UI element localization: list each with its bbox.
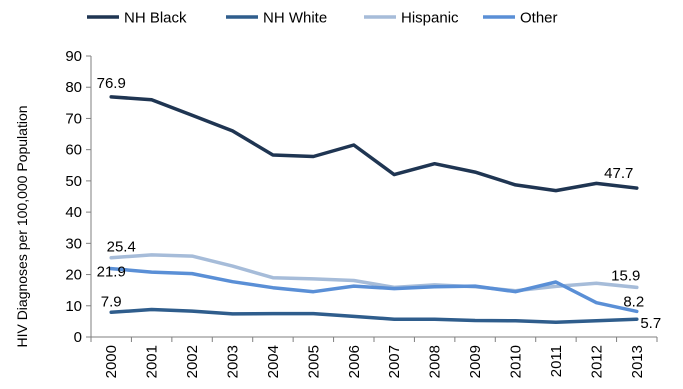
- x-tick-label: 2005: [305, 345, 322, 378]
- x-tick-label: 2008: [427, 345, 444, 378]
- x-tick-label: 2013: [629, 345, 646, 378]
- data-label-nh-black-2013: 47.7: [604, 165, 633, 182]
- x-tick-label: 2007: [386, 345, 403, 378]
- data-label-hispanic-2013: 15.9: [611, 267, 640, 284]
- x-tick-label: 2001: [144, 345, 161, 378]
- legend: NH Black NH White Hispanic Other: [87, 10, 558, 27]
- y-tick-label: 0: [74, 329, 82, 346]
- series-lines: [109, 95, 639, 325]
- series-line-nh-white: [109, 307, 639, 325]
- data-label-nh-white-2013: 5.7: [640, 315, 661, 332]
- y-tick-label: 70: [65, 110, 82, 127]
- x-tick-label: 2002: [184, 345, 201, 378]
- data-label-nh-black-2000: 76.9: [97, 75, 126, 92]
- data-labels: 76.9 47.7 25.4 15.9 21.9 8.2 7.9 5.7: [97, 75, 662, 332]
- y-axis: 0 10 20 30 40 50 60 70 80 90: [65, 48, 92, 346]
- x-axis: 2000 2001 2002 2003 2004 2005 2006 2007 2008 2009…: [90, 336, 658, 378]
- data-label-other-2000: 21.9: [97, 264, 126, 281]
- data-label-other-2013: 8.2: [623, 293, 644, 310]
- y-tick-label: 30: [65, 235, 82, 252]
- legend-item-hispanic: Hispanic: [364, 10, 459, 27]
- legend-label: NH White: [263, 10, 327, 27]
- y-tick-label: 60: [65, 142, 82, 159]
- legend-label: Hispanic: [401, 10, 459, 27]
- x-tick-label: 2011: [548, 345, 565, 377]
- x-tick-label: 2012: [588, 345, 605, 378]
- x-tick-label: 2000: [103, 345, 120, 378]
- legend-label: NH Black: [124, 10, 187, 27]
- x-tick-label: 2010: [508, 345, 525, 378]
- y-tick-label: 80: [65, 79, 82, 96]
- x-tick-label: 2009: [467, 345, 484, 378]
- data-label-nh-white-2000: 7.9: [101, 293, 122, 310]
- legend-item-nh-white: NH White: [226, 10, 327, 27]
- series-line-hispanic: [109, 253, 639, 293]
- legend-item-other: Other: [483, 10, 558, 27]
- y-tick-label: 90: [65, 48, 82, 65]
- series-line-other: [109, 266, 639, 314]
- y-axis-title: HIV Diagnoses per 100,000 Population: [14, 105, 30, 347]
- x-tick-label: 2004: [265, 345, 282, 378]
- y-tick-label: 20: [65, 267, 82, 284]
- series-line-nh-black: [109, 95, 639, 193]
- y-tick-label: 10: [65, 298, 82, 315]
- y-tick-label: 50: [65, 173, 82, 190]
- legend-label: Other: [520, 10, 558, 27]
- x-tick-label: 2003: [225, 345, 242, 378]
- data-label-hispanic-2000: 25.4: [107, 239, 136, 256]
- legend-item-nh-black: NH Black: [87, 10, 187, 27]
- x-tick-label: 2006: [346, 345, 363, 378]
- y-tick-label: 40: [65, 204, 82, 221]
